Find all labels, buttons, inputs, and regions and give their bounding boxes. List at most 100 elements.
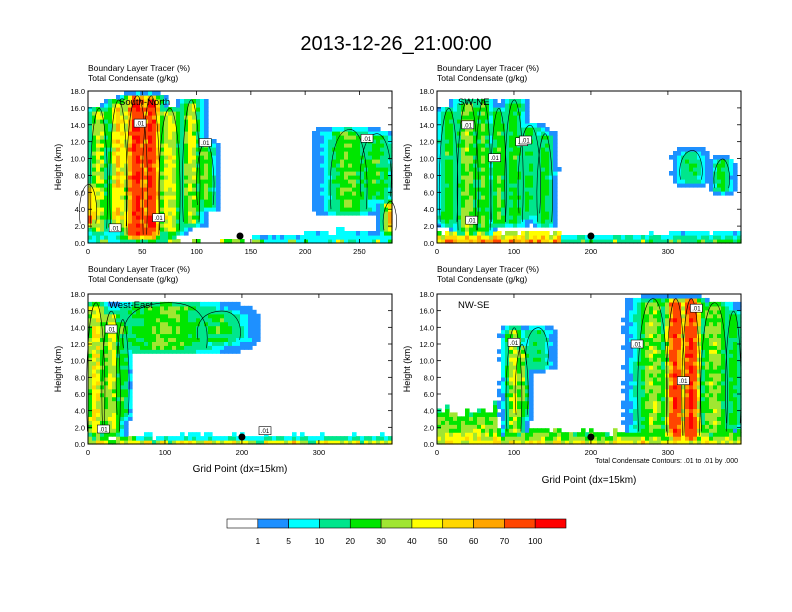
tracer-cell	[497, 103, 502, 108]
tracer-cell	[553, 432, 558, 437]
tracer-cell	[617, 239, 622, 244]
tracer-cell	[477, 191, 482, 196]
tracer-cell	[449, 171, 454, 176]
tracer-cell	[196, 99, 201, 104]
tracer-cell	[292, 239, 297, 244]
tracer-cell	[172, 127, 177, 132]
tracer-cell	[629, 412, 634, 417]
tracer-cell	[505, 155, 510, 160]
tracer-cell	[509, 119, 514, 124]
tracer-cell	[156, 183, 161, 188]
tracer-cell	[160, 317, 165, 323]
tracer-cell	[653, 420, 658, 425]
tracer-cell	[104, 123, 109, 128]
tracer-cell	[457, 167, 462, 172]
tracer-cell	[717, 171, 722, 176]
tracer-cell	[240, 325, 245, 331]
tracer-cell	[449, 155, 454, 160]
tracer-cell	[120, 139, 125, 144]
tracer-cell	[216, 313, 221, 319]
tracer-cell	[356, 175, 361, 180]
tracer-cell	[112, 171, 117, 176]
tracer-cell	[380, 187, 385, 192]
tracer-cell	[465, 432, 470, 437]
tracer-cell	[136, 115, 141, 120]
tracer-cell	[509, 376, 514, 382]
tracer-cell	[96, 115, 101, 120]
tracer-cell	[633, 353, 638, 358]
tracer-cell	[449, 123, 454, 128]
tracer-cell	[537, 131, 542, 136]
tracer-cell	[332, 440, 337, 445]
tracer-cell	[132, 151, 137, 156]
tracer-cell	[324, 135, 329, 140]
tracer-cell	[372, 191, 377, 196]
tracer-cell	[144, 317, 149, 323]
tracer-cell	[232, 325, 237, 331]
tracer-cell	[513, 353, 518, 358]
tracer-cell	[677, 167, 682, 172]
tracer-cell	[697, 163, 702, 168]
tracer-cell	[553, 349, 558, 354]
tracer-cell	[196, 305, 201, 311]
tracer-cell	[469, 147, 474, 152]
tracer-cell	[525, 99, 530, 104]
tracer-cell	[112, 309, 117, 315]
tracer-cell	[348, 147, 353, 152]
tracer-cell	[653, 369, 658, 374]
tracer-cell	[445, 119, 450, 124]
tracer-cell	[176, 329, 181, 335]
tracer-cell	[609, 235, 614, 240]
tracer-cell	[505, 329, 510, 335]
tracer-cell	[557, 235, 562, 240]
tracer-cell	[316, 191, 321, 196]
tracer-cell	[204, 123, 209, 128]
tracer-cell	[152, 99, 157, 104]
tracer-cell	[481, 115, 486, 120]
tracer-cell	[196, 333, 201, 339]
tracer-cell	[208, 329, 213, 335]
tracer-cell	[184, 183, 189, 188]
tracer-cell	[633, 357, 638, 362]
tracer-cell	[124, 337, 129, 342]
tracer-cell	[441, 239, 446, 244]
tracer-cell	[372, 159, 377, 164]
tracer-cell	[120, 223, 125, 228]
tracer-cell	[336, 227, 341, 232]
tracer-cell	[529, 400, 534, 406]
tracer-cell	[493, 107, 498, 112]
tracer-cell	[437, 420, 442, 425]
tracer-cell	[356, 171, 361, 176]
tracer-cell	[657, 361, 662, 366]
tracer-cell	[537, 179, 542, 184]
tracer-cell	[509, 353, 514, 358]
tracer-cell	[216, 143, 221, 148]
tracer-cell	[132, 103, 137, 108]
tracer-cell	[124, 325, 129, 331]
tracer-cell	[717, 187, 722, 192]
tracer-cell	[120, 329, 125, 335]
tracer-cell	[228, 313, 233, 319]
tracer-cell	[332, 131, 337, 136]
tracer-cell	[88, 305, 93, 311]
tracer-cell	[553, 365, 558, 370]
tracer-cell	[316, 159, 321, 164]
y-tick-label: 4.0	[75, 205, 85, 214]
tracer-cell	[200, 215, 205, 220]
tracer-cell	[493, 223, 498, 228]
tracer-cell	[164, 231, 169, 236]
tracer-cell	[657, 294, 662, 299]
tracer-cell	[441, 175, 446, 180]
tracer-cell	[501, 171, 506, 176]
tracer-cell	[296, 235, 301, 240]
tracer-cell	[160, 151, 165, 156]
tracer-cell	[224, 239, 229, 244]
tracer-cell	[136, 195, 141, 200]
tracer-cell	[184, 227, 189, 232]
tracer-cell	[140, 103, 145, 108]
tracer-cell	[445, 159, 450, 164]
tracer-cell	[653, 408, 658, 414]
tracer-cell	[192, 127, 197, 132]
tracer-cell	[116, 436, 121, 441]
tracer-cell	[116, 404, 121, 410]
